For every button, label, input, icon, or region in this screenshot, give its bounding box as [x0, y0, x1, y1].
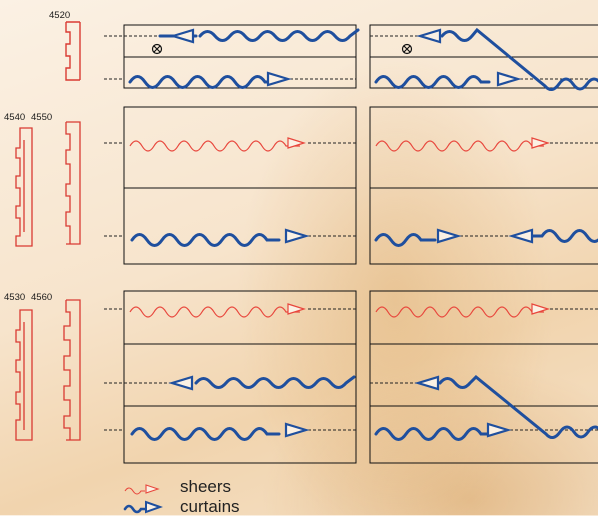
- profile-label-4560: 4560: [31, 292, 53, 303]
- track-profile-4550: [65, 121, 81, 245]
- panel-mid-right: [369, 106, 598, 265]
- curtain-wave: [374, 71, 522, 89]
- curtain-wave: [508, 228, 598, 244]
- pulley-icon: [401, 43, 413, 55]
- panel-bottom-right: [369, 290, 598, 464]
- curtain-wave: [168, 375, 356, 391]
- panel-mid-left: [123, 106, 357, 265]
- profile-label-4530: 4530: [4, 292, 26, 303]
- sheer-wave: [129, 303, 307, 318]
- legend-sheers-label: sheers: [180, 477, 232, 496]
- panel-top-right: [369, 24, 598, 89]
- track-profile-4540: [15, 127, 33, 247]
- legend-curtain-icon: [123, 500, 163, 514]
- curtain-wave: [374, 228, 462, 247]
- track-profile-4530: [15, 309, 33, 441]
- curtain-wave: [128, 71, 292, 89]
- pulley-icon: [151, 43, 163, 55]
- sheer-wave: [375, 303, 551, 318]
- track-profile-4560: [63, 299, 81, 441]
- profile-label-4540: 4540: [4, 112, 26, 123]
- track-profile-4520: [65, 21, 81, 81]
- curtain-wave: [130, 422, 310, 441]
- panel-bottom-left: [123, 290, 357, 464]
- curtain-wave: [414, 374, 598, 439]
- curtain-wave: [416, 27, 598, 91]
- profile-label-4550: 4550: [31, 112, 53, 123]
- sheer-wave: [375, 137, 551, 152]
- legend-sheer-icon: [124, 484, 160, 495]
- sheer-wave: [129, 137, 307, 152]
- legend-curtains-label: curtains: [180, 497, 240, 516]
- curtain-wave: [158, 28, 360, 44]
- curtain-wave: [374, 422, 512, 441]
- profile-label-4520: 4520: [49, 10, 71, 21]
- curtain-wave: [130, 228, 310, 247]
